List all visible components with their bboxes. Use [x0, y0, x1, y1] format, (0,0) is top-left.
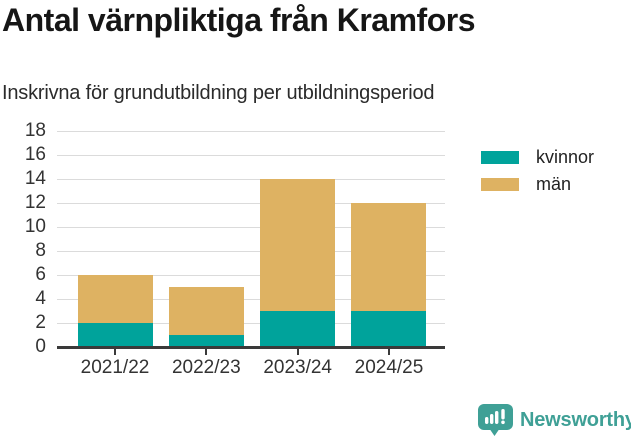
y-axis-tick-label: 8 — [35, 240, 46, 261]
x-axis-category-label: 2023/24 — [263, 357, 332, 378]
x-axis-category-label: 2022/23 — [171, 357, 241, 378]
gridline — [57, 131, 445, 132]
gridline — [57, 227, 445, 228]
x-axis-line — [57, 346, 445, 349]
x-axis-category-label: 2024/25 — [354, 357, 424, 378]
x-axis-tick — [387, 349, 390, 355]
bar-segment-män — [168, 287, 244, 335]
chart-title: Antal värnpliktiga från Kramfors — [2, 2, 476, 38]
y-axis-tick-label: 14 — [24, 168, 46, 189]
y-axis-tick-label: 12 — [24, 192, 46, 213]
y-axis-tick-label: 10 — [24, 216, 46, 237]
legend-label: män — [536, 174, 572, 194]
bar-segment-kvinnor — [260, 311, 336, 347]
bar-segment-kvinnor — [351, 311, 427, 347]
y-axis-tick-label: 18 — [24, 120, 46, 141]
bar-segment-män — [351, 203, 427, 311]
gridline — [57, 251, 445, 252]
y-axis-tick-label: 0 — [35, 336, 46, 357]
bar-segment-män — [77, 275, 153, 323]
gridline — [57, 323, 445, 324]
bar-segment-män — [260, 179, 336, 311]
gridline — [57, 155, 445, 156]
x-axis-category-label: 2021/22 — [80, 357, 150, 378]
branding-name: Newsworthy — [520, 409, 631, 431]
bar-segment-kvinnor — [77, 323, 153, 347]
gridline — [57, 203, 445, 204]
chart-subtitle: Inskrivna för grundutbildning per utbild… — [2, 82, 435, 104]
x-axis-tick — [296, 349, 299, 355]
legend: kvinnor män — [481, 147, 595, 194]
legend-label: kvinnor — [536, 147, 595, 167]
legend-item-kvinnor: kvinnor — [481, 147, 595, 167]
x-axis-tick — [205, 349, 208, 355]
legend-swatch — [481, 150, 519, 164]
y-axis-tick-label: 2 — [35, 312, 46, 333]
y-axis-tick-label: 4 — [35, 288, 46, 309]
bar-segment-kvinnor — [168, 335, 244, 347]
gridline — [57, 275, 445, 276]
x-axis-tick — [114, 349, 116, 355]
legend-item-män: män — [481, 174, 594, 194]
newsworthy-logo-icon — [478, 404, 513, 436]
y-axis-tick-label: 16 — [24, 144, 46, 165]
gridline — [57, 179, 445, 180]
branding-newsworthy: Newsworthy — [478, 404, 631, 436]
gridline — [57, 299, 445, 300]
legend-swatch — [481, 177, 519, 191]
y-axis-tick-label: 6 — [35, 264, 46, 285]
